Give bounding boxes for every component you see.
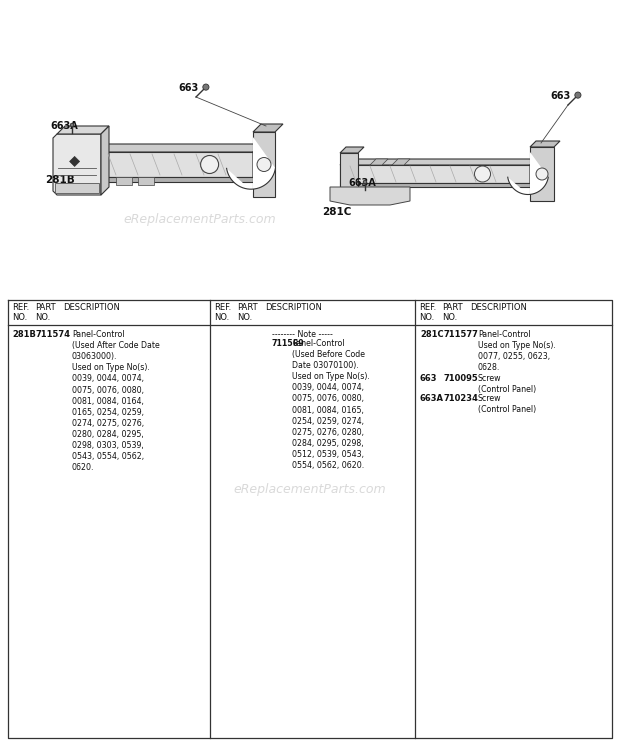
Text: 281C: 281C (420, 330, 444, 339)
Polygon shape (530, 147, 554, 201)
Polygon shape (55, 183, 99, 193)
Circle shape (363, 180, 367, 184)
Polygon shape (253, 132, 275, 197)
Circle shape (201, 155, 219, 173)
Polygon shape (253, 124, 283, 132)
Text: -------- Note -----: -------- Note ----- (272, 330, 333, 339)
Polygon shape (370, 159, 388, 165)
Text: 281C: 281C (322, 207, 352, 217)
Polygon shape (101, 126, 109, 195)
Circle shape (575, 92, 581, 98)
Text: eReplacementParts.com: eReplacementParts.com (123, 214, 277, 226)
Text: Panel-Control
Used on Type No(s).
0077, 0255, 0623,
0628.: Panel-Control Used on Type No(s). 0077, … (478, 330, 556, 372)
Text: PART
NO.: PART NO. (237, 303, 258, 322)
Text: Screw
(Control Panel): Screw (Control Panel) (478, 374, 536, 394)
Text: PART
NO.: PART NO. (442, 303, 463, 322)
Polygon shape (116, 177, 132, 185)
Text: Panel-Control
(Used After Code Date
03063000).
Used on Type No(s).
0039, 0044, 0: Panel-Control (Used After Code Date 0306… (72, 330, 160, 472)
Text: 711569: 711569 (272, 339, 305, 348)
Polygon shape (508, 152, 548, 196)
Text: DESCRIPTION: DESCRIPTION (470, 303, 527, 312)
Text: Panel-Control
(Used Before Code
Date 03070100).
Used on Type No(s).
0039, 0044, : Panel-Control (Used Before Code Date 030… (292, 339, 370, 470)
Polygon shape (57, 126, 109, 134)
Text: 663A: 663A (348, 178, 376, 188)
Text: 281B: 281B (45, 175, 75, 185)
Polygon shape (530, 159, 536, 183)
Polygon shape (69, 156, 79, 167)
Text: 663A: 663A (420, 394, 444, 403)
Circle shape (536, 168, 548, 180)
Text: 711574: 711574 (36, 330, 71, 339)
Text: 281B: 281B (12, 330, 36, 339)
Text: 663A: 663A (50, 121, 78, 131)
Text: PART
NO.: PART NO. (35, 303, 56, 322)
Text: Screw
(Control Panel): Screw (Control Panel) (478, 394, 536, 414)
Text: eReplacementParts.com: eReplacementParts.com (234, 484, 386, 496)
Circle shape (257, 158, 271, 172)
Text: 711577: 711577 (444, 330, 479, 339)
Polygon shape (330, 187, 410, 205)
Polygon shape (98, 144, 261, 152)
Text: 663: 663 (550, 91, 570, 101)
Polygon shape (530, 141, 560, 147)
Polygon shape (340, 147, 364, 153)
Polygon shape (98, 152, 253, 177)
Polygon shape (392, 159, 410, 165)
Polygon shape (98, 177, 253, 182)
Text: DESCRIPTION: DESCRIPTION (63, 303, 120, 312)
Polygon shape (340, 159, 536, 165)
Circle shape (70, 124, 74, 126)
Text: REF.
NO.: REF. NO. (419, 303, 436, 322)
Polygon shape (340, 165, 530, 183)
Text: 710234: 710234 (444, 394, 479, 403)
Polygon shape (340, 183, 530, 187)
Polygon shape (226, 137, 275, 192)
Text: 710095: 710095 (444, 374, 479, 383)
Polygon shape (138, 177, 154, 185)
Circle shape (203, 84, 209, 90)
Circle shape (474, 166, 490, 182)
Text: REF.
NO.: REF. NO. (12, 303, 29, 322)
Polygon shape (253, 144, 261, 177)
Text: REF.
NO.: REF. NO. (214, 303, 231, 322)
Text: 663: 663 (178, 83, 198, 93)
Text: DESCRIPTION: DESCRIPTION (265, 303, 322, 312)
Polygon shape (340, 153, 358, 195)
Text: 663: 663 (420, 374, 438, 383)
Polygon shape (53, 134, 101, 195)
